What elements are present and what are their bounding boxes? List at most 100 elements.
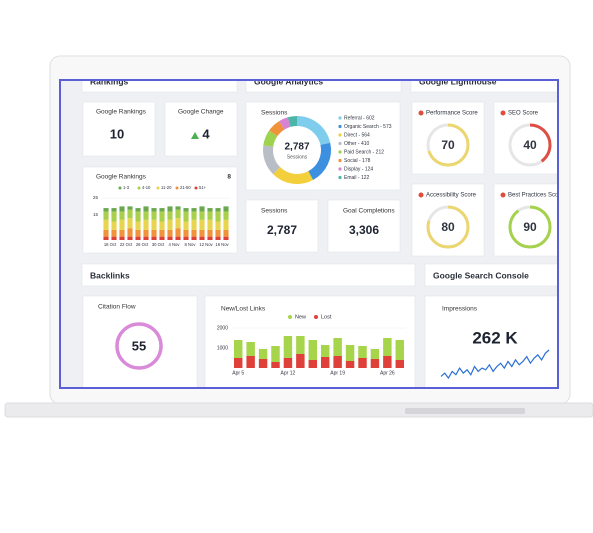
bar-segment — [135, 208, 141, 212]
bar-segment — [191, 208, 197, 212]
section-title: Backlinks — [90, 270, 130, 280]
x-tick-label: 18 Oct — [104, 242, 117, 247]
bar-segment — [103, 219, 109, 230]
card-value: 262 K — [472, 328, 518, 347]
bar-segment — [127, 228, 133, 237]
icon — [418, 110, 424, 116]
gauge-arc — [426, 205, 470, 249]
bar-segment — [175, 206, 181, 210]
legend-label: 21-50 — [180, 185, 191, 190]
legend-dot — [338, 175, 342, 180]
bar-segment — [370, 359, 380, 368]
bar-segment — [199, 206, 205, 212]
bar-segment — [191, 229, 197, 237]
section-header — [245, 79, 402, 93]
bar-segment — [111, 211, 117, 222]
card-title: Impressions — [442, 306, 478, 313]
y-tick-label: 1000 — [217, 345, 228, 351]
legend-label: Referral - 602 — [344, 115, 375, 121]
donut-caption: Sessions — [287, 154, 308, 160]
card-title: Best Practices Score — [508, 193, 564, 199]
bar-segment — [119, 219, 125, 230]
card-title: Google Rankings — [96, 174, 147, 181]
bar-segment — [191, 219, 197, 230]
bar-segment — [223, 206, 229, 212]
bar-segment — [159, 211, 165, 222]
legend-dot — [175, 186, 179, 190]
legend-label: Organic Search - 573 — [344, 124, 392, 130]
x-tick-label: 12 Nov — [199, 242, 213, 247]
bar-segment — [191, 211, 197, 220]
x-tick-label: 4 Nov — [169, 242, 181, 247]
bar-segment — [333, 356, 342, 368]
bar-segment — [167, 211, 173, 220]
bar-segment — [183, 208, 189, 212]
card-title: Sessions — [261, 110, 288, 117]
bar-segment — [258, 349, 268, 359]
bar-segment — [271, 362, 280, 368]
legend-dot — [288, 315, 292, 319]
bar-segment — [345, 345, 355, 361]
gauge-value: 80 — [441, 220, 455, 234]
section-title: Google Search Console — [433, 270, 529, 280]
bar-segment — [383, 338, 392, 356]
bar-segment — [223, 236, 229, 240]
card — [424, 295, 558, 389]
bar-segment — [191, 236, 197, 240]
card-title: Performance Score — [426, 111, 478, 117]
bar-segment — [183, 229, 189, 237]
bar-segment — [175, 209, 181, 219]
bar-segment — [199, 219, 205, 230]
bar-segment — [223, 211, 229, 220]
bar-segment — [143, 229, 149, 237]
card-title: New/Lost Links — [221, 306, 266, 313]
legend-dot — [194, 186, 198, 190]
bar-segment — [103, 236, 109, 240]
gauge-arc — [426, 123, 470, 167]
legend-dot — [156, 186, 160, 190]
icon — [500, 110, 506, 116]
card-title: Google Rankings — [96, 109, 147, 116]
bar-segment — [143, 211, 149, 220]
donut-segment — [296, 116, 331, 146]
x-tick-label: Apr 19 — [330, 370, 345, 376]
bar-segment — [127, 218, 133, 229]
x-tick-label: Apr 5 — [232, 370, 244, 376]
card-title: SEO Score — [508, 111, 539, 117]
bar-segment — [151, 211, 157, 220]
card — [411, 101, 485, 175]
bar-segment — [333, 338, 342, 356]
bar-segment — [296, 354, 305, 368]
bar-segment — [246, 342, 255, 356]
legend-dot — [338, 158, 342, 163]
bar-segment — [199, 211, 205, 220]
bar-segment — [296, 336, 305, 354]
bar-segment — [345, 361, 355, 368]
bar-segment — [215, 211, 221, 222]
section-header — [81, 263, 416, 287]
legend-dot — [338, 124, 342, 129]
bar-segment — [103, 229, 109, 237]
up-arrow — [191, 132, 199, 139]
x-tick-label: Apr 26 — [380, 370, 395, 376]
bar-segment — [233, 358, 243, 368]
card — [245, 199, 319, 253]
bar-segment — [320, 345, 330, 357]
sparkline — [440, 349, 550, 380]
bar-segment — [383, 356, 392, 368]
bar-segment — [358, 358, 367, 368]
bar-segment — [271, 346, 280, 362]
bar-segment — [308, 360, 318, 368]
card-title: Citation Flow — [98, 304, 136, 311]
card — [82, 101, 156, 157]
gauge-value: 40 — [523, 138, 537, 152]
legend-dot — [314, 315, 318, 319]
bar-segment — [358, 346, 367, 358]
section-title: Rankings — [90, 76, 129, 86]
bar-segment — [175, 218, 181, 229]
bar-segment — [258, 359, 268, 368]
section-header — [81, 79, 238, 93]
bar-segment — [215, 221, 221, 230]
bar-segment — [175, 228, 181, 237]
